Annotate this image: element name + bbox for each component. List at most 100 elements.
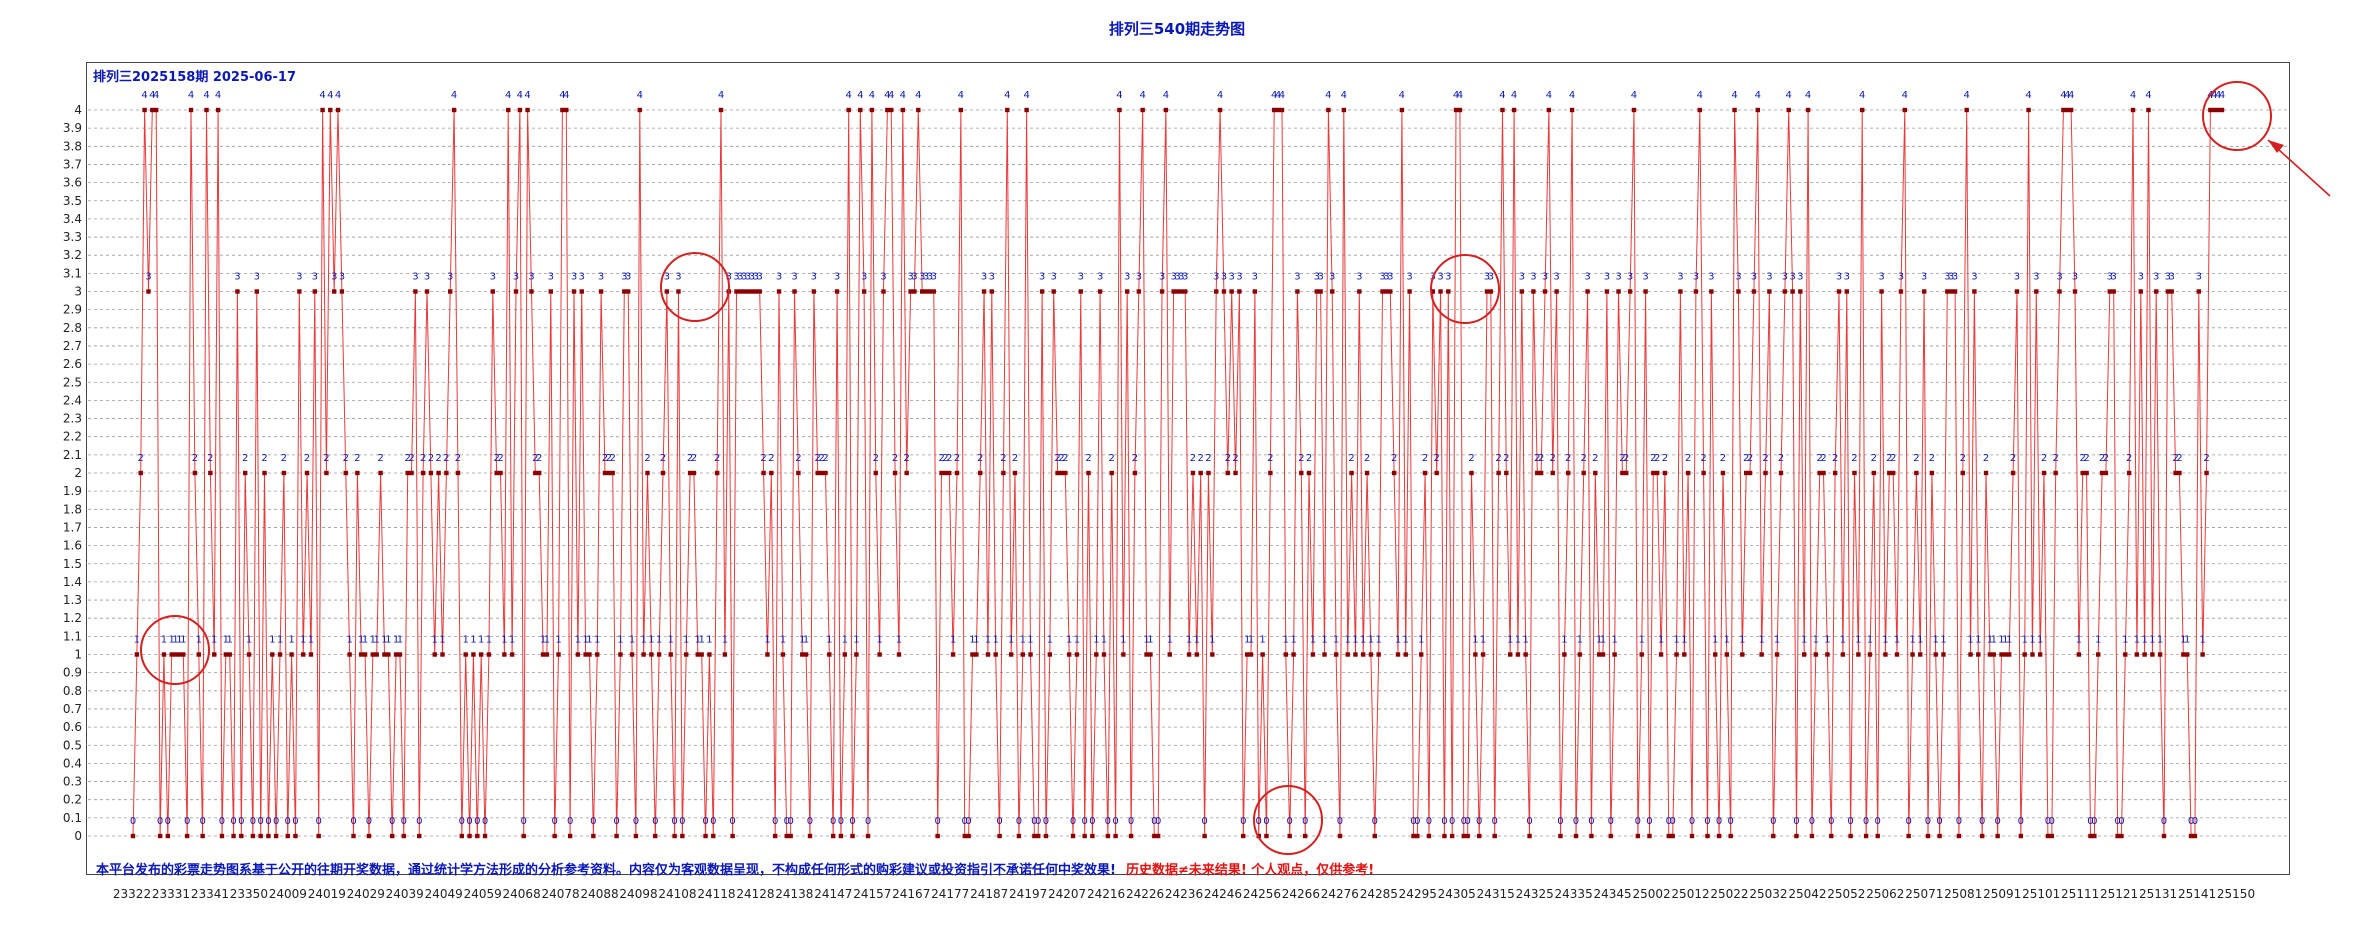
y-tick-label: 0.1 (63, 811, 82, 825)
data-label: 2 (2010, 453, 2016, 464)
data-point (714, 470, 720, 476)
x-tick-label: 24246 (1204, 887, 1242, 901)
data-point (389, 833, 395, 839)
data-label: 3 (1782, 272, 1788, 283)
data-label: 3 (931, 272, 937, 283)
data-label: 1 (2022, 635, 2028, 646)
data-label: 3 (1898, 272, 1904, 283)
data-point (529, 289, 534, 294)
data-label: 3 (1314, 272, 1320, 283)
data-point (923, 289, 929, 294)
data-point (552, 833, 557, 839)
data-label: 1 (172, 635, 178, 646)
data-point (730, 833, 735, 839)
data-label: 3 (234, 272, 240, 283)
data-label: 4 (153, 90, 159, 101)
data-point (1678, 289, 1683, 294)
data-label: 0 (1089, 816, 1095, 827)
data-label: 4 (915, 90, 921, 101)
y-tick-label: 2 (74, 466, 82, 480)
data-point (2161, 833, 2167, 839)
y-tick-label: 0.9 (63, 666, 82, 680)
data-label: 2 (1190, 453, 1196, 464)
data-label: 1 (1933, 635, 1939, 646)
data-point (1012, 470, 1018, 476)
data-point (525, 107, 530, 113)
data-label: 1 (640, 635, 646, 646)
data-label: 0 (2118, 816, 2124, 827)
data-label: 2 (207, 453, 213, 464)
y-tick-label: 0.2 (63, 793, 82, 807)
data-point (436, 470, 441, 476)
data-label: 0 (1337, 816, 1343, 827)
data-point (420, 470, 426, 476)
data-point (1693, 289, 1699, 294)
data-point (676, 289, 681, 294)
data-label: 3 (1445, 272, 1451, 283)
data-label: 0 (807, 816, 813, 827)
data-point (2130, 107, 2136, 113)
data-label: 0 (865, 816, 871, 827)
data-point (1925, 833, 1931, 839)
data-label: 4 (1453, 90, 1459, 101)
data-point (281, 470, 287, 476)
data-label: 1 (1673, 635, 1679, 646)
data-point (1604, 289, 1610, 294)
data-point (1589, 833, 1594, 839)
data-point (1705, 833, 1710, 839)
x-tick-label: 24118 (697, 887, 735, 901)
data-label: 0 (2087, 816, 2093, 827)
data-label: 2 (1820, 453, 1826, 464)
data-point (660, 470, 666, 476)
data-label: 2 (404, 453, 410, 464)
data-point (745, 289, 751, 294)
data-label: 4 (1325, 90, 1331, 101)
data-label: 2 (1778, 453, 1784, 464)
data-point (796, 470, 801, 476)
data-point (1442, 833, 1447, 839)
data-label: 0 (2192, 816, 2198, 827)
data-point (188, 107, 194, 113)
data-label: 1 (799, 635, 805, 646)
data-point (1697, 107, 1702, 113)
data-point (2053, 470, 2058, 476)
data-label: 2 (1000, 453, 1006, 464)
data-label: 2 (691, 453, 697, 464)
data-label: 0 (265, 816, 271, 827)
data-point (2157, 652, 2163, 657)
data-label: 1 (223, 635, 229, 646)
data-label: 1 (1345, 635, 1351, 646)
data-label: 3 (733, 272, 739, 283)
data-label: 0 (1728, 816, 1734, 827)
data-point (711, 833, 716, 839)
data-point (157, 833, 163, 839)
x-tick-label: 25022 (1710, 887, 1748, 901)
data-label: 4 (1569, 90, 1575, 101)
data-point (610, 470, 615, 476)
data-label: 3 (1356, 272, 1362, 283)
data-point (904, 470, 909, 476)
data-label: 0 (230, 816, 236, 827)
data-point (1036, 833, 1041, 839)
data-point (780, 652, 786, 657)
data-point (428, 470, 434, 476)
data-label: 1 (308, 635, 314, 646)
data-point (1434, 470, 1439, 476)
data-point (2022, 652, 2027, 657)
data-label: 3 (2138, 272, 2144, 283)
x-tick-label: 24078 (541, 887, 579, 901)
data-label: 3 (1677, 272, 1683, 283)
data-point (1802, 652, 1807, 657)
data-label: 3 (919, 272, 925, 283)
data-point (444, 470, 449, 476)
x-tick-label: 24335 (1555, 887, 1593, 901)
data-point (1264, 833, 1269, 839)
data-label: 1 (706, 635, 712, 646)
data-point (954, 470, 960, 476)
data-point (339, 289, 345, 294)
data-label: 3 (1170, 272, 1176, 283)
data-label: 2 (304, 453, 310, 464)
data-point (2096, 652, 2101, 657)
data-label: 1 (176, 635, 182, 646)
x-tick-label: 25052 (1827, 887, 1865, 901)
